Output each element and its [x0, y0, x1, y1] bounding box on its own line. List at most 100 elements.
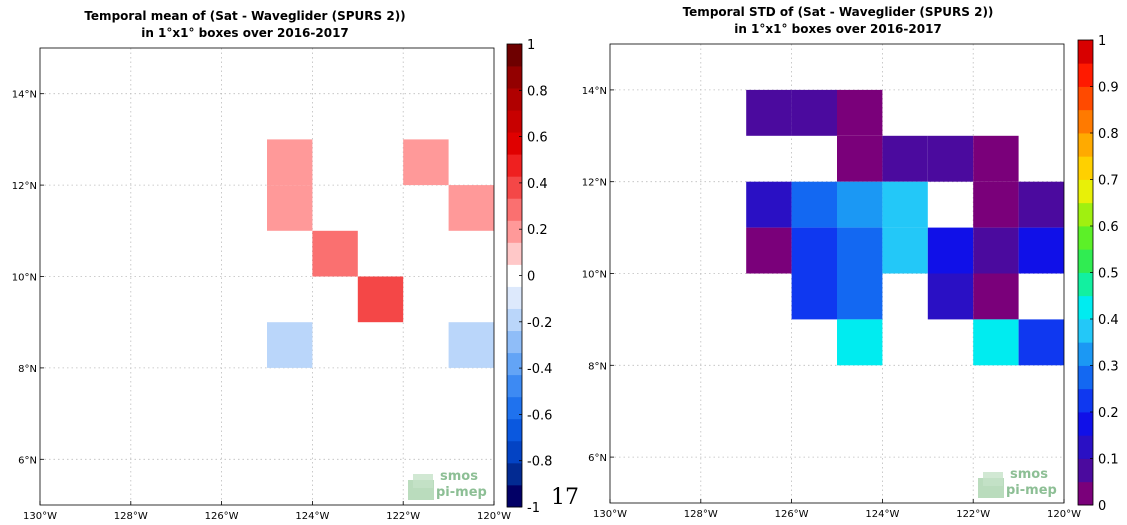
std-colorbar: 1 0.9 0.8 0.7 0.6 0.5 0.4 0.3 0.2 0.1 0: [1077, 34, 1119, 514]
colorbar-segment: [1078, 319, 1093, 343]
colorbar-segment: [1078, 365, 1093, 390]
colorbar-segment: [1078, 272, 1093, 297]
colorbar-segment: [1078, 63, 1093, 87]
x-tick-label: 128°W: [114, 511, 148, 522]
y-tick-label: 14°N: [582, 86, 607, 97]
colorbar-segment: [507, 220, 522, 243]
colorbar-tick-label: 0.7: [1098, 174, 1119, 189]
colorbar-segment: [507, 308, 522, 332]
colorbar-tick-label: 0.8: [1098, 127, 1119, 142]
colorbar-segment: [507, 352, 522, 376]
mean-heatmap-cell: [403, 139, 449, 186]
std-heatmap-cell: [746, 89, 792, 136]
mean-heatmap-cells: [267, 139, 494, 368]
colorbar-segment: [1078, 412, 1093, 436]
colorbar-tick-label: 0.9: [1098, 81, 1119, 96]
colorbar-tick-label: 0.2: [527, 223, 548, 238]
colorbar-tick-label: 1: [1098, 34, 1106, 49]
colorbar-tick-label: -0.4: [527, 362, 552, 377]
x-tick-label: 122°W: [956, 509, 990, 520]
mean-chart-subtitle: in 1°x1° boxes over 2016-2017: [141, 26, 349, 40]
colorbar-segment: [1078, 179, 1093, 204]
colorbar-segment: [507, 242, 522, 265]
x-tick-label: 128°W: [684, 509, 718, 520]
std-heatmap-cell: [746, 181, 792, 228]
colorbar-segment: [507, 264, 522, 287]
colorbar-segment: [1078, 133, 1093, 157]
x-tick-label: 130°W: [23, 511, 57, 522]
x-tick-label: 124°W: [865, 509, 899, 520]
std-heatmap-cell: [746, 227, 792, 274]
std-heatmap-cell: [973, 273, 1019, 320]
mean-colorbar: 1 0.8 0.6 0.4 0.2 0 -0.2 -0.4 -0.6 -0.8 -1: [506, 38, 552, 516]
mean-heatmap-cell: [267, 185, 313, 231]
y-tick-label: 6°N: [18, 455, 37, 466]
mean-heatmap-cell: [267, 322, 313, 368]
std-heatmap-cell: [837, 181, 883, 228]
mean-heatmap-cell: [267, 139, 313, 186]
colorbar-segment: [507, 374, 522, 398]
std-heatmap-cell: [791, 181, 837, 228]
std-heatmap-cell: [927, 273, 974, 320]
smos-pi-mep-logo: smos pi-mep: [408, 469, 487, 500]
y-tick-label: 10°N: [582, 270, 607, 281]
std-heatmap-cell: [882, 227, 928, 274]
colorbar-tick-label: 1: [527, 38, 535, 53]
colorbar-segment: [507, 66, 522, 89]
mean-chart-title: Temporal mean of (Sat - Waveglider (SPUR…: [84, 9, 405, 23]
std-heatmap-cell: [1018, 181, 1064, 228]
colorbar-tick-label: -0.6: [527, 408, 552, 423]
colorbar-segment: [1078, 86, 1093, 111]
std-heatmap-cell: [973, 181, 1019, 228]
colorbar-segment: [1078, 202, 1093, 227]
std-heatmap-cell: [882, 135, 928, 182]
std-heatmap-cell: [791, 227, 837, 274]
page-number: 17: [551, 485, 579, 510]
colorbar-segment: [507, 44, 522, 67]
std-heatmap-cell: [837, 135, 883, 182]
colorbar-segment: [1078, 249, 1093, 273]
colorbar-segment: [507, 330, 522, 354]
colorbar-tick-label: 0.1: [1098, 453, 1119, 468]
smos-pi-mep-logo: smos pi-mep: [978, 467, 1057, 498]
mean-y-axis: 6°N 8°N 10°N 12°N 14°N: [12, 90, 44, 466]
std-y-axis: 6°N 8°N 10°N 12°N 14°N: [582, 86, 614, 464]
colorbar-segment: [1078, 109, 1093, 134]
std-chart-title: Temporal STD of (Sat - Waveglider (SPURS…: [683, 5, 994, 19]
colorbar-tick-label: 0: [1098, 499, 1106, 514]
std-heatmap-cell: [1018, 319, 1064, 366]
std-heatmap-cell: [791, 89, 837, 136]
std-heatmap-cell: [973, 227, 1019, 274]
x-tick-label: 124°W: [295, 511, 329, 522]
colorbar-segment: [507, 176, 522, 199]
x-tick-label: 130°W: [593, 509, 627, 520]
colorbar-segment: [1078, 156, 1093, 180]
x-tick-label: 126°W: [775, 509, 809, 520]
colorbar-segment: [1078, 481, 1093, 506]
logo-text-smos: smos: [1010, 467, 1048, 482]
colorbar-tick-label: 0.2: [1098, 406, 1119, 421]
colorbar-tick-label: 0.4: [1098, 313, 1119, 328]
colorbar-segment: [507, 286, 522, 309]
colorbar-segment: [1078, 342, 1093, 366]
colorbar-segment: [507, 132, 522, 155]
colorbar-segment: [507, 440, 522, 464]
x-tick-label: 126°W: [205, 511, 239, 522]
x-tick-label: 120°W: [477, 511, 511, 522]
colorbar-segment: [507, 154, 522, 177]
colorbar-segment: [1078, 295, 1093, 320]
mean-heatmap-cell: [357, 276, 404, 323]
std-heatmap-cell: [927, 135, 974, 182]
colorbar-segment: [1078, 435, 1093, 459]
mean-gridlines: [40, 48, 494, 505]
colorbar-segment: [1078, 226, 1093, 250]
std-heatmap-cell: [1018, 227, 1064, 274]
std-heatmap-cell: [973, 135, 1019, 182]
std-x-axis: 130°W 128°W 126°W 124°W 122°W 120°W: [593, 499, 1081, 520]
mean-heatmap-cell: [448, 322, 494, 368]
logo-text-smos: smos: [440, 469, 478, 484]
std-heatmap-cell: [791, 273, 837, 320]
colorbar-tick-label: -0.8: [527, 455, 552, 470]
colorbar-segment: [507, 462, 522, 486]
